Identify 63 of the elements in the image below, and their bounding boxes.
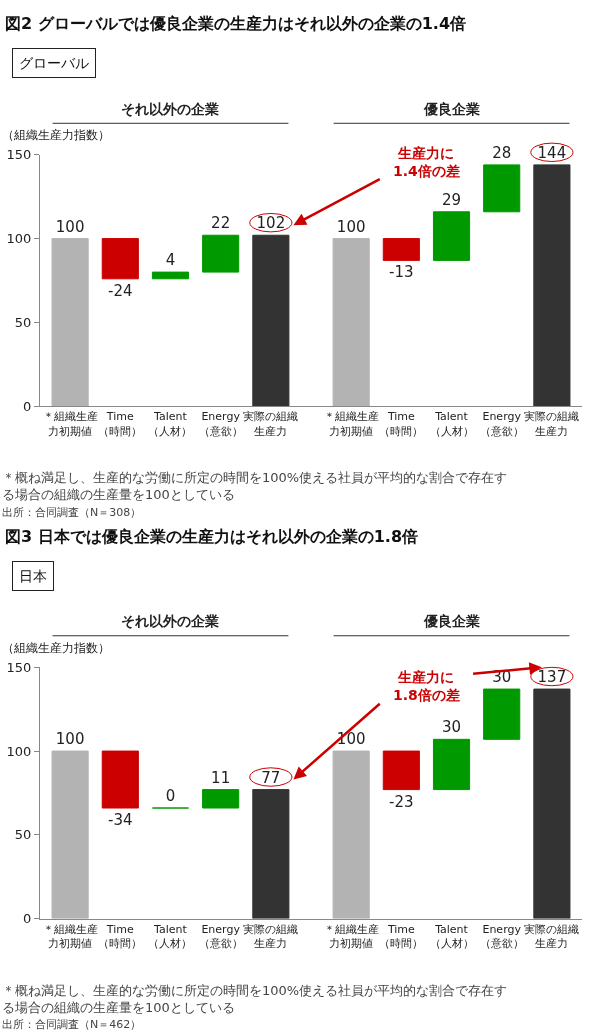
data-label: 30	[441, 718, 462, 737]
data-label: 102	[256, 214, 286, 233]
x-tick-label: Time（時間）	[98, 922, 143, 951]
data-label: 29	[441, 190, 462, 209]
x-tick-label: ＊組織生産力初期値	[42, 410, 98, 438]
x-tick-label: Talent（人材）	[429, 922, 474, 951]
x-tick-label: Energy（意欲）	[198, 410, 243, 438]
data-label: 4	[165, 251, 176, 270]
text: 出所：合同調査（N＝308）	[2, 506, 142, 519]
x-tick-label: Time（時間）	[98, 410, 143, 438]
x-tick-label: 実際の組織生産力	[243, 410, 299, 438]
text: ＊概ね満足し、生産的な労働に所定の時間を100%使える社員が平均的な割合で存在する場合の組織の生産量を100としている	[2, 983, 508, 1015]
y-tick-label: 0	[23, 911, 32, 927]
x-tick-label: Energy（意欲）	[198, 922, 243, 951]
data-label: -24	[108, 281, 133, 300]
data-label: 100	[336, 730, 366, 749]
text: それ以外の企業	[121, 613, 219, 629]
x-tick-label: Energy（意欲）	[479, 922, 524, 951]
data-label: 144	[537, 143, 567, 162]
data-label: 137	[537, 668, 567, 687]
y-axis-title: （組織生産力指数）	[2, 641, 110, 655]
y-axis-title: （組織生産力指数）	[2, 128, 110, 142]
x-tick-label: 実際の組織生産力	[243, 922, 299, 951]
data-label: -34	[108, 811, 133, 830]
data-label: 0	[165, 787, 176, 806]
y-tick-label: 100	[6, 231, 32, 247]
annotation: 生産力に 1.4倍の差	[393, 145, 460, 180]
text: それ以外の企業	[121, 101, 219, 117]
data-label: 22	[211, 214, 231, 233]
x-tick-label: Energy（意欲）	[479, 410, 524, 438]
data-label: -23	[389, 792, 414, 811]
text: 優良企業	[423, 613, 480, 629]
text: 優良企業	[423, 101, 480, 117]
x-tick-label: ＊組織生産力初期値	[323, 922, 379, 951]
x-tick-label: ＊組織生産力初期値	[323, 410, 379, 438]
data-label: 100	[336, 217, 366, 236]
x-tick-label: Talent（人材）	[429, 410, 474, 438]
chart-title: 図2 グローバルでは優良企業の生産力はそれ以外の企業の1.4倍	[5, 14, 467, 33]
data-label: 28	[492, 143, 512, 162]
x-tick-label: Time（時間）	[379, 922, 424, 951]
text: 出所：合同調査（N＝462）	[2, 1018, 142, 1031]
data-label: 11	[211, 768, 231, 787]
data-label: 77	[261, 768, 281, 787]
y-tick-label: 50	[14, 314, 32, 330]
x-tick-label: Talent（人材）	[148, 922, 193, 951]
y-tick-label: 0	[23, 398, 32, 414]
x-tick-label: 実際の組織生産力	[524, 410, 580, 438]
data-label: 100	[55, 217, 85, 236]
data-label: -13	[389, 263, 414, 282]
data-label: 100	[55, 730, 85, 749]
y-tick-label: 50	[14, 827, 32, 843]
chart-subtitle: グローバル	[19, 55, 89, 71]
text: ＊概ね満足し、生産的な労働に所定の時間を100%使える社員が平均的な割合で存在する場合の組織の生産量を100としている	[2, 470, 508, 502]
annotation: 生産力に 1.8倍の差	[393, 669, 460, 704]
x-tick-label: ＊組織生産力初期値	[42, 922, 98, 951]
x-tick-label: 実際の組織生産力	[524, 922, 580, 951]
chart-subtitle: 日本	[19, 568, 47, 584]
x-tick-label: Talent（人材）	[148, 410, 193, 438]
y-tick-label: 150	[6, 147, 32, 163]
y-tick-label: 150	[6, 659, 32, 675]
chart-title: 図3 日本では優良企業の生産力はそれ以外の企業の1.8倍	[5, 527, 419, 546]
y-tick-label: 100	[6, 743, 32, 759]
x-tick-label: Time（時間）	[379, 410, 424, 438]
